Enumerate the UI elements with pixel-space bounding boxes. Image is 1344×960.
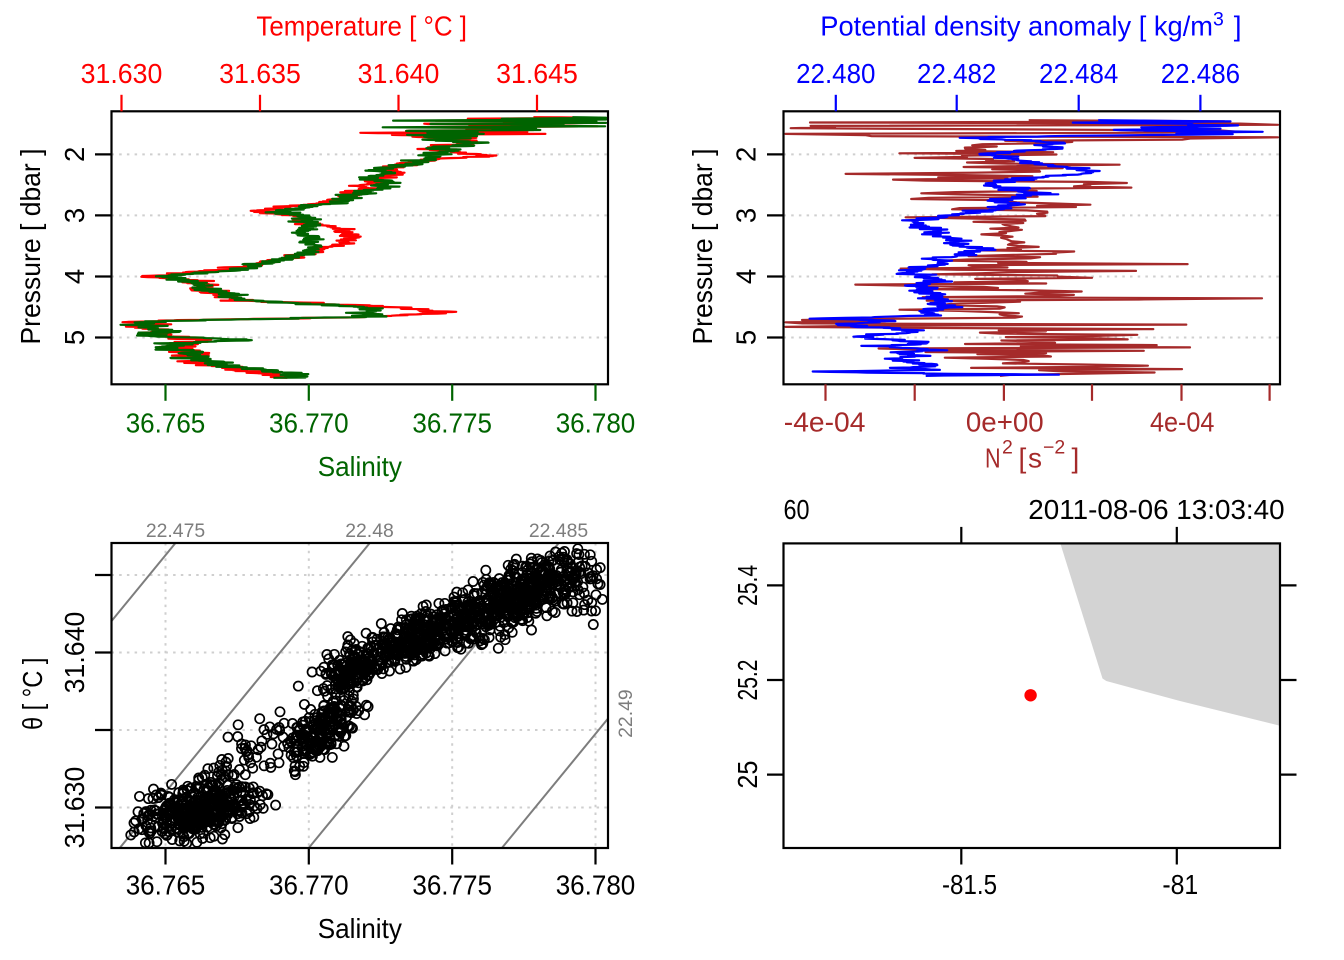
svg-text:3: 3: [1213, 8, 1224, 30]
svg-text:22.482: 22.482: [917, 58, 996, 89]
svg-text:θ [ °C ]: θ [ °C ]: [17, 658, 48, 731]
svg-text:]: ]: [1226, 11, 1242, 42]
svg-text:22.484: 22.484: [1039, 58, 1118, 89]
svg-text:36.765: 36.765: [126, 870, 206, 901]
svg-text:31.645: 31.645: [496, 58, 578, 89]
svg-text:36.770: 36.770: [269, 408, 349, 439]
svg-text:36.775: 36.775: [412, 408, 492, 439]
svg-text:22.485: 22.485: [529, 520, 588, 542]
svg-text:31.630: 31.630: [81, 58, 163, 89]
svg-text:36.780: 36.780: [556, 870, 636, 901]
svg-text:3: 3: [731, 208, 762, 223]
svg-text:22.486: 22.486: [1161, 58, 1240, 89]
svg-text:4e-04: 4e-04: [1150, 406, 1215, 437]
svg-text:36.775: 36.775: [412, 870, 492, 901]
svg-text:5: 5: [59, 330, 90, 345]
svg-text:25.4: 25.4: [732, 565, 763, 606]
svg-text:2011-08-06 13:03:40: 2011-08-06 13:03:40: [1028, 494, 1284, 525]
svg-text:-81: -81: [1162, 869, 1198, 900]
svg-text:4: 4: [59, 269, 90, 284]
svg-text:Pressure [ dbar ]: Pressure [ dbar ]: [15, 149, 46, 345]
svg-text:N: N: [985, 443, 1001, 474]
svg-text:]: ]: [1072, 443, 1080, 474]
svg-text:Salinity: Salinity: [318, 451, 402, 482]
svg-text:5: 5: [731, 330, 762, 345]
svg-text:3: 3: [59, 208, 90, 223]
svg-text:−2: −2: [1043, 436, 1065, 458]
svg-text:36.765: 36.765: [126, 408, 206, 439]
svg-text:25: 25: [732, 761, 763, 789]
svg-text:22.48: 22.48: [345, 520, 394, 542]
svg-text:25.2: 25.2: [732, 660, 763, 701]
svg-text:36.780: 36.780: [556, 408, 636, 439]
svg-text:2: 2: [59, 147, 90, 162]
svg-text:Pressure [ dbar ]: Pressure [ dbar ]: [687, 149, 718, 345]
svg-text:31.640: 31.640: [358, 58, 440, 89]
svg-text:22.49: 22.49: [615, 689, 637, 738]
svg-text:s: s: [1028, 443, 1042, 474]
svg-text:Potential density anomaly [ kg: Potential density anomaly [ kg/m: [820, 11, 1213, 42]
svg-text:22.480: 22.480: [796, 58, 875, 89]
svg-text:2: 2: [731, 147, 762, 162]
svg-text:2: 2: [1002, 436, 1013, 458]
svg-text:36.770: 36.770: [269, 870, 349, 901]
svg-text:22.475: 22.475: [146, 520, 205, 542]
svg-text:60: 60: [784, 494, 810, 525]
svg-text:31.635: 31.635: [219, 58, 301, 89]
svg-text:-4e-04: -4e-04: [784, 406, 866, 437]
svg-text:0e+00: 0e+00: [966, 406, 1044, 437]
svg-text:Salinity: Salinity: [318, 913, 402, 944]
svg-text:[: [: [1019, 443, 1027, 474]
svg-text:4: 4: [731, 269, 762, 284]
svg-text:31.630: 31.630: [59, 767, 90, 849]
svg-text:-81.5: -81.5: [942, 869, 997, 900]
svg-text:31.640: 31.640: [59, 612, 90, 694]
svg-text:Temperature [ °C ]: Temperature [ °C ]: [256, 10, 467, 41]
